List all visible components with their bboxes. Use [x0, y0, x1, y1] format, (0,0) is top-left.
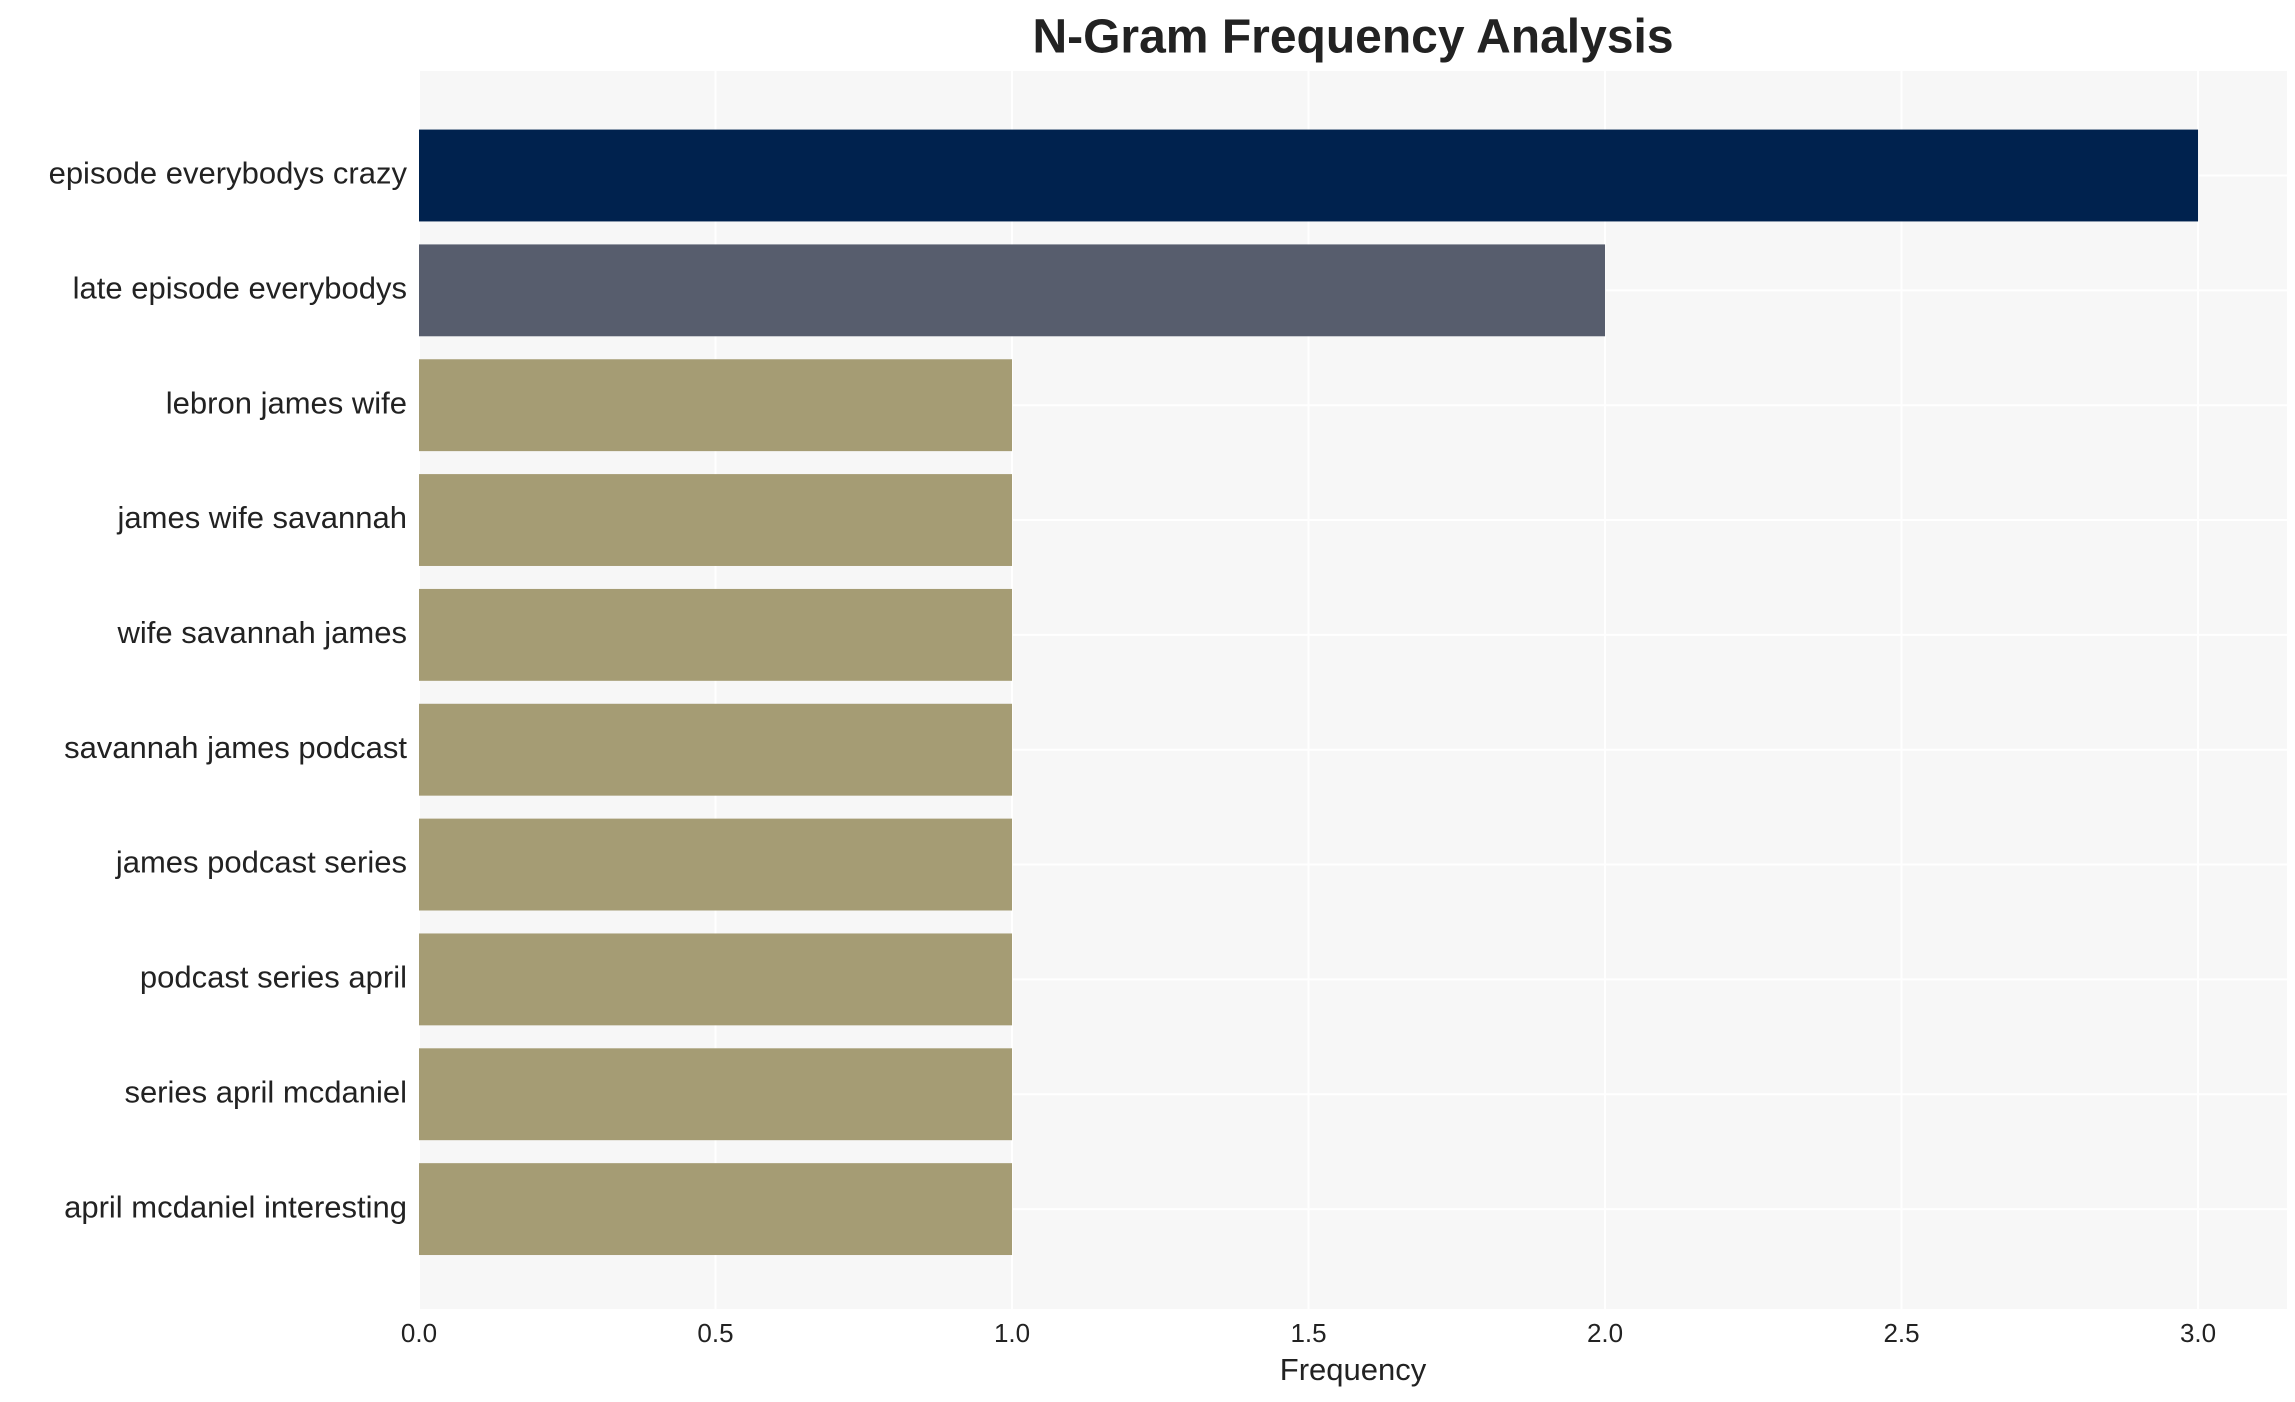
y-tick-label: podcast series april [140, 960, 407, 995]
x-tick-label: 1.0 [994, 1318, 1030, 1348]
y-tick-label: lebron james wife [166, 385, 407, 420]
bar [419, 1163, 1013, 1256]
x-axis-label: Frequency [1280, 1352, 1427, 1387]
y-tick-label: james wife savannah [117, 500, 408, 535]
bar [419, 129, 2199, 222]
bar [419, 818, 1013, 911]
x-tick-label: 0.5 [697, 1318, 733, 1348]
x-tick-label: 2.5 [1883, 1318, 1919, 1348]
bar [419, 359, 1013, 452]
x-tick-label: 3.0 [2180, 1318, 2216, 1348]
bar [419, 703, 1013, 796]
y-tick-label: late episode everybodys [73, 271, 407, 306]
y-tick-label: james podcast series [115, 845, 407, 880]
x-tick-label: 0.0 [401, 1318, 437, 1348]
y-tick-label: savannah james podcast [64, 730, 407, 765]
x-tick-label: 1.5 [1290, 1318, 1326, 1348]
y-tick-label: april mcdaniel interesting [64, 1189, 407, 1224]
x-tick-label: 2.0 [1587, 1318, 1623, 1348]
y-tick-label: episode everybodys crazy [49, 156, 408, 191]
bar [419, 474, 1013, 566]
bar [419, 1048, 1013, 1141]
bar [419, 588, 1013, 681]
y-tick-label: wife savannah james [117, 615, 408, 650]
bar [419, 933, 1013, 1026]
chart-title: N-Gram Frequency Analysis [1032, 11, 1673, 64]
y-tick-label: series april mcdaniel [124, 1074, 407, 1109]
bar [419, 244, 1606, 337]
